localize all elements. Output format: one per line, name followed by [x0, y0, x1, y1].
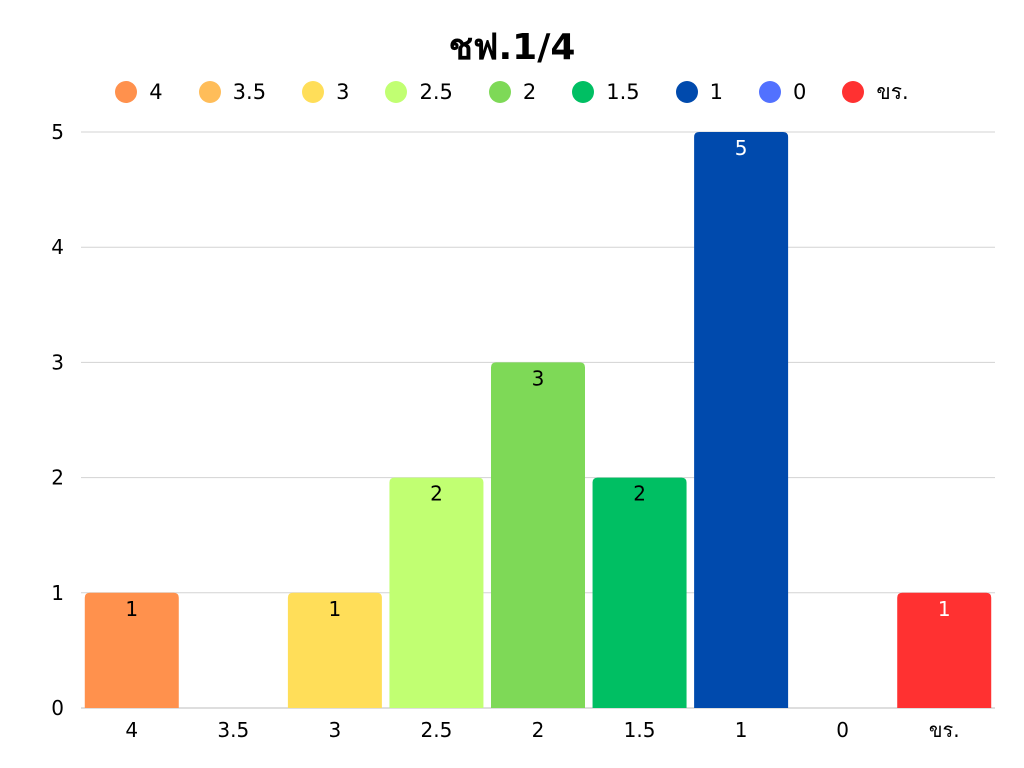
data-label: 3 — [532, 366, 545, 390]
legend-item: 3.5 — [198, 80, 267, 104]
legend-item: 2 — [488, 80, 537, 104]
data-label: 2 — [430, 482, 443, 506]
legend-label: 1.5 — [606, 80, 640, 104]
x-tick-label: ขร. — [929, 718, 960, 742]
legend-swatch — [302, 81, 325, 103]
legend-label: 0 — [793, 80, 807, 104]
legend-label: 3 — [336, 80, 350, 104]
legend-swatch — [198, 81, 221, 103]
legend-swatch — [115, 81, 138, 103]
legend-label: 3.5 — [232, 80, 267, 104]
legend-item: ขร. — [842, 76, 909, 109]
data-label: 1 — [125, 597, 138, 621]
legend-label: 1 — [709, 80, 724, 104]
bar — [287, 592, 382, 708]
chart-legend: 4 3.5 3 2.5 2 1.5 1 0 ขร. — [0, 78, 1024, 106]
x-tick-label: 2.5 — [421, 718, 453, 742]
legend-item: 1 — [675, 80, 724, 104]
bar — [897, 592, 992, 708]
y-tick-label: 0 — [51, 696, 64, 720]
legend-label: 2 — [522, 80, 537, 104]
x-tick-label: 1.5 — [624, 718, 656, 742]
data-label: 1 — [938, 597, 951, 621]
bar — [592, 477, 687, 708]
data-label: 5 — [735, 136, 748, 160]
legend-swatch — [759, 81, 782, 103]
legend-swatch — [572, 81, 595, 103]
y-tick-label: 1 — [51, 581, 64, 605]
bar — [84, 592, 179, 708]
x-tick-label: 3 — [329, 718, 342, 742]
x-tick-label: 3.5 — [217, 718, 249, 742]
legend-label: ขร. — [876, 79, 909, 104]
legend-swatch — [842, 81, 865, 103]
bar — [491, 362, 585, 708]
data-label: 2 — [633, 482, 646, 506]
legend-label: 2.5 — [419, 80, 453, 104]
legend-swatch — [675, 81, 698, 103]
legend-swatch — [488, 81, 511, 103]
chart-title: ชฟ.1/4 — [448, 27, 576, 68]
legend-item: 1.5 — [572, 80, 640, 104]
x-tick-label: 1 — [735, 718, 748, 742]
data-label: 1 — [329, 597, 342, 621]
legend-label: 4 — [149, 80, 163, 104]
legend-item: 0 — [759, 80, 806, 104]
x-tick-label: 4 — [125, 718, 138, 742]
legend-item: 4 — [115, 80, 163, 104]
x-tick-label: 0 — [836, 718, 849, 742]
x-tick-label: 2 — [532, 718, 545, 742]
y-tick-label: 4 — [51, 235, 64, 259]
legend-item: 2.5 — [385, 80, 453, 104]
legend-swatch — [385, 81, 408, 103]
y-tick-label: 5 — [51, 120, 64, 144]
y-tick-label: 2 — [51, 466, 64, 490]
y-tick-label: 3 — [51, 350, 64, 374]
bar — [389, 477, 484, 708]
bar — [694, 132, 789, 708]
legend-item: 3 — [302, 80, 349, 104]
